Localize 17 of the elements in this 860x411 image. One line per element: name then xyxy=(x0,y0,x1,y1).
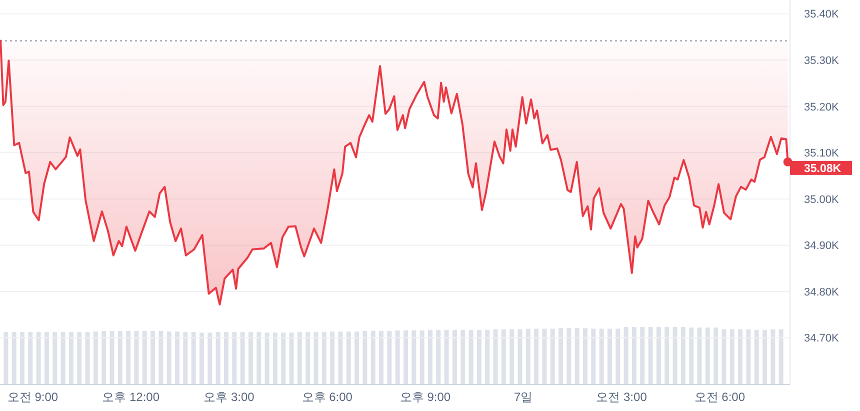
y-tick-label: 35.30K xyxy=(804,54,840,67)
y-tick-label: 35.00K xyxy=(804,194,840,206)
x-tick-label: 오후 12:00 xyxy=(102,390,160,404)
y-tick-label: 35.20K xyxy=(804,101,840,114)
x-tick-label: 7일 xyxy=(514,390,533,404)
y-tick-label: 34.80K xyxy=(804,286,840,298)
x-tick-label: 오후 9:00 xyxy=(400,390,451,404)
x-tick-label: 오전 3:00 xyxy=(596,390,648,404)
x-tick-label: 오후 6:00 xyxy=(302,390,353,404)
x-tick-label: 오전 6:00 xyxy=(694,390,746,404)
y-tick-label: 35.40K xyxy=(804,8,840,21)
y-tick-label: 35.10K xyxy=(804,148,840,160)
x-tick-label: 오후 3:00 xyxy=(204,390,255,404)
annotation: 35.08K xyxy=(804,162,842,175)
y-tick-label: 34.90K xyxy=(804,240,840,252)
y-tick-label: 34.70K xyxy=(804,332,840,345)
x-tick-label: 오전 9:00 xyxy=(7,390,58,404)
